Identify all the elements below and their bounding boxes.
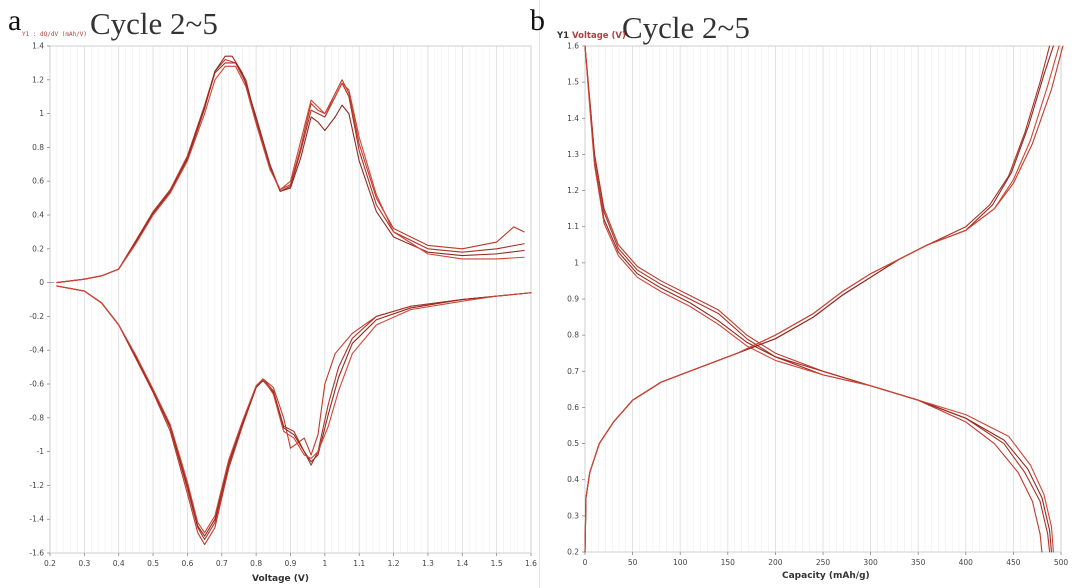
vc-x-tick-label: 350 (911, 558, 926, 567)
panel-a-letter: a (8, 4, 22, 37)
panel-b-y-axis-prefix: Y1 (557, 31, 570, 41)
vc-x-tick-label: 450 (1006, 558, 1021, 567)
dqdv-y-tick-label: -1.4 (29, 515, 44, 524)
dqdv-y-tick-label: 1 (39, 109, 44, 118)
vc-y-tick-label: 1.1 (567, 222, 579, 231)
dqdv-y-tick-label: -1.2 (29, 481, 44, 490)
panel-b-title: Cycle 2~5 (622, 10, 750, 45)
panel-b: b Cycle 2~5 Y1 Voltage (V) 1.6 1.5 1.4 1.3 1… (530, 0, 1080, 588)
vc-y-tick-label: 0.9 (567, 295, 579, 304)
dqdv-y-tick-label: -1.6 (29, 549, 44, 558)
vc-series-7 (584, 45, 1054, 553)
dqdv-x-tick-label: 1.1 (353, 559, 365, 568)
panel-a: a Cycle 2~5 Y1 : dQ/dV (mAh/V) 1.4 1.2 1 0.… (8, 4, 537, 584)
dqdv-y-tick-label: -0.4 (29, 346, 44, 355)
vc-y-tick-label: 0.5 (567, 439, 579, 448)
dqdv-series-5 (56, 285, 532, 546)
dqdv-x-tick-label: 1.3 (422, 559, 434, 568)
vc-x-tick-label: 100 (673, 558, 688, 567)
dqdv-chart: 1.4 1.2 1 0.8 0.6 0.4 0.2 0 -0.2 -0.4 -0.6 -0.8 -1 -1… (29, 42, 537, 569)
vc-series-8 (584, 45, 1060, 553)
panel-b-y-axis-text: Voltage (V) (572, 31, 626, 41)
vc-y-tick-label: 1.5 (567, 78, 579, 87)
panel-b-letter: b (530, 4, 545, 37)
dqdv-x-tick-label: 1 (322, 559, 327, 568)
vc-x-tick-label: 300 (863, 558, 878, 567)
dqdv-x-tick-label: 1.2 (388, 559, 400, 568)
vc-series-2 (584, 45, 1051, 553)
vc-y-tick-label: 1.3 (567, 150, 579, 159)
vc-series-3 (584, 45, 1053, 553)
vc-y-tick-label: 0.7 (567, 367, 579, 376)
dqdv-x-tick-label: 0.3 (78, 559, 90, 568)
dqdv-y-tick-label: -0.8 (29, 413, 44, 422)
dqdv-y-tick-label: -0.6 (29, 380, 44, 389)
dqdv-x-tick-label: 0.5 (147, 559, 159, 568)
vc-x-tick-label: 250 (816, 558, 831, 567)
vc-series-1 (584, 45, 1043, 553)
vc-x-tick-label: 0 (583, 558, 588, 567)
dqdv-y-tick-label: -1 (37, 447, 45, 456)
dqdv-x-tick-label: 0.4 (113, 559, 125, 568)
dqdv-x-tick-label: 0.9 (285, 559, 297, 568)
dqdv-series-4 (56, 65, 525, 284)
dqdv-y-tick-label: 0.4 (32, 211, 44, 220)
dqdv-x-tick-label: 0.2 (44, 559, 56, 568)
dqdv-series-8 (56, 285, 532, 534)
dqdv-y-tick-label: 0.8 (32, 143, 44, 152)
vc-y-tick-label: 1.2 (567, 186, 579, 195)
panel-a-title: Cycle 2~5 (90, 6, 218, 41)
panel-b-y-axis-label: Y1 Voltage (V) (557, 31, 626, 41)
voltage-capacity-chart: 1.6 1.5 1.4 1.3 1.2 1.1 1 0.9 0.8 0.7 0.6 0.5 0.4 0.3… (567, 42, 1069, 568)
vc-x-tick-label: 500 (1054, 558, 1069, 567)
dqdv-series-1 (56, 58, 525, 284)
dqdv-x-tick-label: 1.5 (491, 559, 503, 568)
dqdv-series-3 (56, 55, 525, 284)
dqdv-y-tick-label: 1.4 (32, 42, 44, 51)
panel-a-y-axis-label: Y1 : dQ/dV (mAh/V) (22, 31, 88, 38)
vc-x-tick-label: 200 (768, 558, 783, 567)
dqdv-x-tick-label: 1.6 (525, 559, 537, 568)
panel-divider (539, 0, 540, 588)
vc-x-tick-label: 50 (628, 558, 638, 567)
vc-y-tick-label: 1 (574, 258, 579, 267)
vc-series-5 (584, 45, 1064, 553)
panel-a-x-axis-label: Voltage (V) (252, 574, 309, 584)
vc-y-tick-label: 0.4 (567, 475, 579, 484)
vc-series-4 (584, 45, 1054, 553)
dqdv-x-tick-label: 0.6 (181, 559, 193, 568)
vc-series-6 (584, 45, 1051, 553)
panel-b-x-axis-label: Capacity (mAh/g) (782, 571, 870, 581)
dqdv-y-tick-label: -0.2 (29, 312, 44, 321)
dqdv-y-tick-label: 0.6 (32, 177, 44, 186)
vc-x-tick-label: 150 (721, 558, 736, 567)
dqdv-y-tick-label: 0.2 (32, 244, 44, 253)
vc-y-tick-label: 0.3 (567, 511, 579, 520)
dqdv-y-tick-label: 1.2 (32, 75, 44, 84)
vc-y-tick-label: 1.6 (567, 42, 579, 51)
vc-y-tick-label: 0.6 (567, 403, 579, 412)
vc-y-tick-label: 1.4 (567, 114, 579, 123)
dqdv-series-7 (56, 285, 532, 537)
dqdv-x-tick-label: 1.4 (456, 559, 468, 568)
vc-x-tick-label: 400 (959, 558, 974, 567)
dqdv-y-tick-label: 0 (39, 278, 44, 287)
vc-y-tick-label: 0.2 (567, 548, 579, 557)
dqdv-series-6 (56, 285, 532, 541)
vc-y-tick-label: 0.8 (567, 331, 579, 340)
dqdv-x-tick-label: 0.8 (250, 559, 262, 568)
dqdv-x-tick-label: 0.7 (216, 559, 228, 568)
